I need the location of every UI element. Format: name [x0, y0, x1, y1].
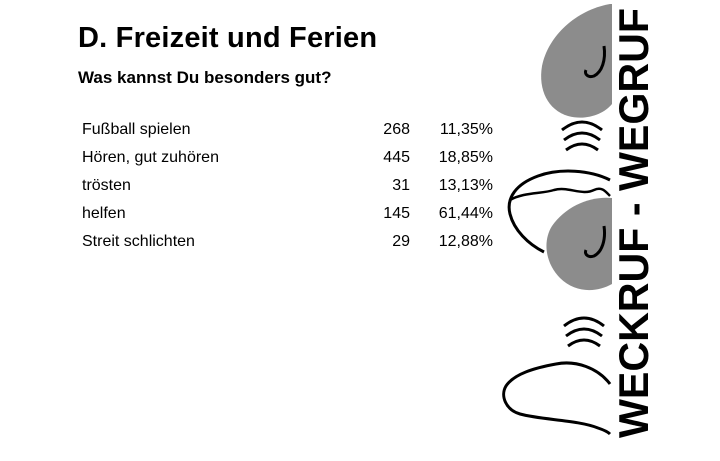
row-count: 31 — [392, 177, 410, 194]
stats-table: Fußball spielen 268 11,35% Hören, gut zu… — [78, 116, 493, 256]
weckruf-logo: WECKRUF - WEGRUF — [502, 4, 657, 438]
outline-face-bottom-icon — [502, 361, 612, 436]
row-percent: 13,13% — [438, 177, 493, 194]
row-count: 29 — [392, 233, 410, 250]
table-row: Streit schlichten 29 12,88% — [78, 228, 493, 256]
ear-curl-icon — [584, 45, 606, 78]
row-percent: 61,44% — [438, 205, 493, 222]
row-percent: 18,85% — [438, 149, 493, 166]
row-count: 145 — [383, 205, 410, 222]
grey-head-bottom-icon — [546, 197, 612, 291]
table-row: Fußball spielen 268 11,35% — [78, 116, 493, 144]
row-percent: 12,88% — [438, 233, 493, 250]
ear-curl-icon — [584, 225, 606, 258]
row-label: Hören, gut zuhören — [82, 149, 219, 166]
subtitle: Was kannst Du besonders gut? — [78, 68, 332, 87]
row-label: trösten — [82, 177, 131, 194]
row-label: Streit schlichten — [82, 233, 195, 250]
row-label: Fußball spielen — [82, 121, 191, 138]
row-count: 445 — [383, 149, 410, 166]
page-title: D. Freizeit und Ferien — [78, 22, 378, 54]
grey-head-top-icon — [541, 4, 612, 118]
outline-head-detail-icon — [509, 187, 611, 202]
table-row: helfen 145 61,44% — [78, 200, 493, 228]
outline-head-middle-icon — [507, 169, 611, 254]
row-percent: 11,35% — [439, 121, 493, 138]
table-row: trösten 31 13,13% — [78, 172, 493, 200]
sound-waves-icon — [563, 316, 605, 348]
logo-text: WECKRUF - WEGRUF — [610, 8, 657, 438]
row-label: helfen — [82, 205, 126, 222]
table-row: Hören, gut zuhören 445 18,85% — [78, 144, 493, 172]
row-count: 268 — [383, 121, 410, 138]
sound-waves-icon — [561, 120, 603, 152]
